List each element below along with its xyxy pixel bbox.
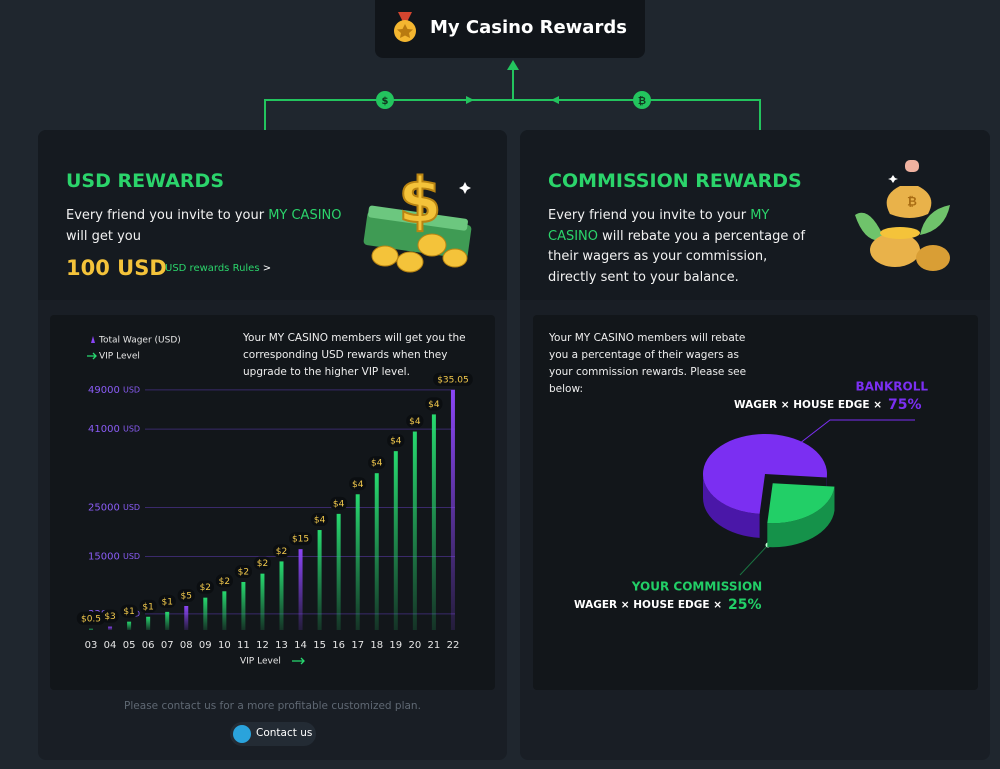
bar-description: Your MY CASINO members will get you the … bbox=[243, 332, 466, 378]
highlight: MY CASINO bbox=[548, 208, 770, 244]
usd-title: USD REWARDS bbox=[66, 170, 225, 192]
link-arrow[interactable]: > bbox=[262, 263, 272, 274]
icon-glyph: ₿ bbox=[638, 95, 646, 107]
pie-description: Your MY CASINO members will rebate you a… bbox=[549, 332, 747, 395]
commission-title: COMMISSION REWARDS bbox=[548, 170, 802, 192]
icon-circle bbox=[376, 91, 394, 109]
icon-circle bbox=[633, 91, 651, 109]
connector-line bbox=[264, 99, 761, 130]
contact-button[interactable]: Contact us bbox=[230, 722, 316, 746]
usd-chart-box bbox=[50, 315, 495, 690]
header-box bbox=[375, 0, 645, 58]
link-text[interactable]: USD rewards Rules bbox=[165, 263, 260, 274]
highlight: MY CASINO bbox=[268, 208, 342, 223]
button-label[interactable]: Contact us bbox=[256, 727, 313, 739]
telegram-icon[interactable] bbox=[233, 725, 251, 743]
arrow-head bbox=[507, 60, 519, 70]
text: will rebate you a percentage of their wa… bbox=[548, 228, 806, 285]
arrow-head bbox=[466, 96, 474, 104]
text: will get you bbox=[66, 228, 141, 244]
rules-link[interactable]: USD rewards Rules > bbox=[165, 263, 271, 274]
icon-glyph: $ bbox=[382, 96, 389, 107]
footer-note: Please contact us for a more profitable … bbox=[124, 700, 421, 712]
text: Every friend you invite to your bbox=[66, 208, 269, 223]
usd-text: Every friend you invite to your MY CASIN… bbox=[66, 206, 346, 247]
text: Every friend you invite to your bbox=[548, 208, 751, 223]
commission-text: Every friend you invite to your MY CASIN… bbox=[548, 206, 813, 288]
arrow-head bbox=[551, 96, 559, 104]
page-title: My Casino Rewards bbox=[430, 17, 627, 38]
usd-amount: 100 USD bbox=[66, 256, 167, 280]
